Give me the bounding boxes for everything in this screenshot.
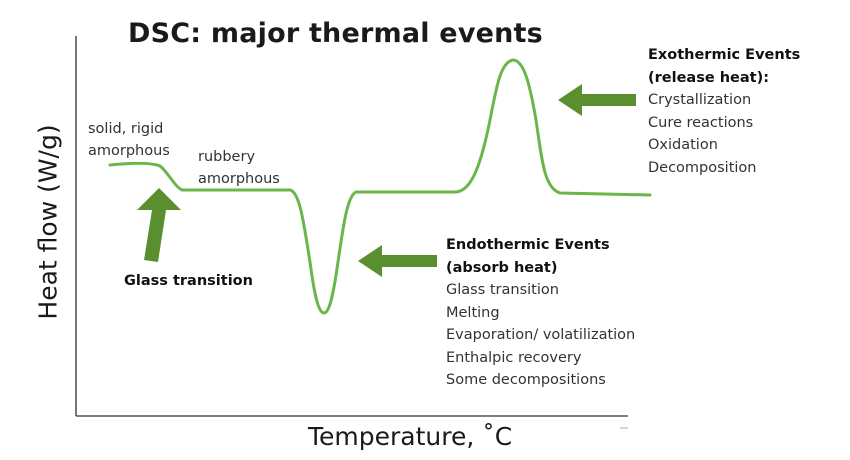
exothermic-arrow bbox=[558, 84, 636, 116]
y-axis-label: Heat flow (W/g) bbox=[33, 124, 63, 320]
glass-transition-label: Glass transition bbox=[124, 273, 253, 289]
exothermic-item: Oxidation bbox=[648, 137, 718, 153]
endothermic-item: Glass transition bbox=[446, 282, 559, 298]
endothermic-heading-1: Endothermic Events bbox=[446, 237, 610, 253]
diagram-title: DSC: major thermal events bbox=[128, 18, 543, 49]
endothermic-heading-2: (absorb heat) bbox=[446, 259, 558, 276]
solid-region-label: solid, rigid amorphous bbox=[88, 118, 170, 162]
rubbery-region-label: rubbery amorphous bbox=[198, 146, 280, 190]
endothermic-item: Melting bbox=[446, 304, 500, 321]
glass-transition-arrow bbox=[137, 188, 181, 262]
endothermic-item: Some decompositions bbox=[446, 372, 606, 388]
endothermic-arrow bbox=[358, 245, 437, 277]
endothermic-item: Enthalpic recovery bbox=[446, 349, 582, 366]
exothermic-item: Cure reactions bbox=[648, 114, 754, 131]
endothermic-item: Evaporation/ volatilization bbox=[446, 327, 636, 343]
exothermic-heading-2: (release heat): bbox=[648, 69, 770, 86]
solid-region-line-1: solid, rigid bbox=[88, 121, 164, 137]
x-axis-label: Temperature, ˚C bbox=[308, 422, 513, 451]
exothermic-events-block: Exothermic Events (release heat): Crysta… bbox=[648, 44, 800, 179]
solid-region-line-2: amorphous bbox=[88, 143, 170, 159]
rubbery-region-line-2: amorphous bbox=[198, 171, 280, 187]
exothermic-heading-1: Exothermic Events bbox=[648, 47, 801, 63]
endothermic-events-block: Endothermic Events (absorb heat) Glass t… bbox=[446, 234, 635, 392]
dsc-curve bbox=[108, 58, 652, 315]
exothermic-item: Crystallization bbox=[648, 92, 752, 108]
rubbery-region-line-1: rubbery bbox=[198, 149, 256, 165]
exothermic-item: Decomposition bbox=[648, 159, 757, 176]
